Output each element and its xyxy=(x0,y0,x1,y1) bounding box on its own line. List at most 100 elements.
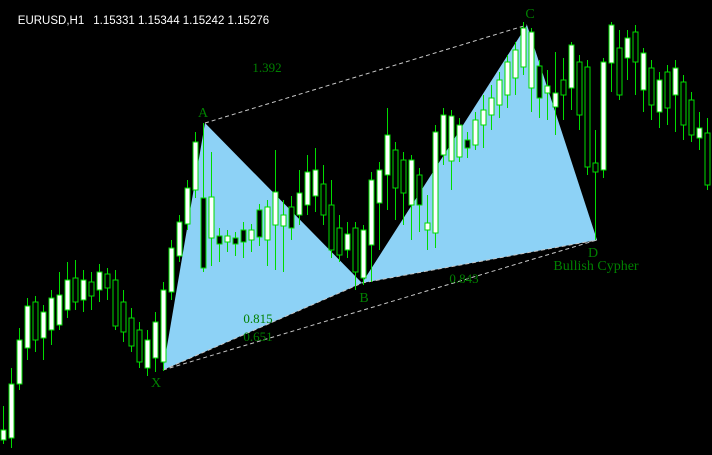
bull-candle-body xyxy=(296,192,303,216)
candlestick xyxy=(200,123,207,272)
bull-candle-body xyxy=(312,169,319,197)
candlestick xyxy=(96,264,103,302)
candlestick xyxy=(680,75,687,140)
candlestick xyxy=(288,196,295,240)
bear-candle-body xyxy=(616,47,623,96)
bear-candle-body xyxy=(392,149,399,189)
bull-candle-body xyxy=(16,339,23,385)
candlestick xyxy=(536,60,543,118)
candlestick xyxy=(656,72,663,128)
candlestick xyxy=(648,60,655,120)
bull-candle-body xyxy=(272,191,279,226)
bear-candle-body xyxy=(352,227,359,273)
candlestick xyxy=(704,118,711,190)
candlestick xyxy=(120,290,127,342)
candlestick xyxy=(32,296,39,352)
candlestick xyxy=(184,180,191,230)
bear-candle-body xyxy=(72,277,79,303)
candlestick xyxy=(496,72,503,118)
candlestick xyxy=(368,172,375,282)
candlestick xyxy=(104,268,111,300)
candlestick xyxy=(624,30,631,80)
bull-candle-body xyxy=(488,97,495,116)
candlestick xyxy=(416,168,423,232)
candlestick xyxy=(696,112,703,150)
candlestick xyxy=(568,42,575,110)
candlestick xyxy=(248,224,255,252)
candlestick xyxy=(128,308,135,352)
candlestick xyxy=(360,225,367,285)
bear-candle-body xyxy=(256,209,263,238)
bull-candle-body xyxy=(168,247,175,293)
ratio-line-ac xyxy=(204,24,528,124)
bull-candle-body xyxy=(520,27,527,68)
candlestick xyxy=(280,200,287,272)
candlestick xyxy=(224,230,231,252)
bull-candle-body xyxy=(672,67,679,96)
bear-candle-body xyxy=(32,301,39,341)
bear-candle-body xyxy=(680,81,687,126)
candlestick xyxy=(136,322,143,368)
candlestick xyxy=(344,222,351,258)
candlestick xyxy=(40,305,47,360)
bear-candle-body xyxy=(704,132,711,186)
bull-candle-body xyxy=(440,114,447,156)
candlestick xyxy=(400,152,407,225)
bull-candle-body xyxy=(192,141,199,191)
candlestick xyxy=(424,195,431,250)
bear-candle-body xyxy=(112,279,119,327)
point-label-d: D xyxy=(588,246,598,261)
candlestick xyxy=(64,262,71,318)
bull-candle-body xyxy=(432,131,439,234)
symbol-period-label: EURUSD,H1 xyxy=(17,15,85,27)
bull-candle-body xyxy=(448,115,455,162)
bull-candle-body xyxy=(376,169,383,204)
point-label-b: B xyxy=(359,291,368,306)
ratio-label-0.815: 0.815 xyxy=(243,311,272,326)
candlestick xyxy=(328,180,335,258)
bear-candle-body xyxy=(232,237,239,245)
candlestick xyxy=(272,150,279,270)
bull-candle-body xyxy=(624,37,631,59)
ratio-label-1.392: 1.392 xyxy=(252,60,281,75)
candlestick xyxy=(608,22,615,92)
bull-candle-body xyxy=(504,61,511,96)
candlestick xyxy=(408,155,415,240)
ohlc-quotes-label: 1.15331 1.15344 1.15242 1.15276 xyxy=(93,15,270,27)
bear-candle-body xyxy=(584,66,591,168)
bull-candle-body xyxy=(264,206,271,241)
candlestick xyxy=(664,65,671,125)
bull-candle-body xyxy=(96,271,103,291)
ratio-line-xb xyxy=(162,282,363,371)
candlestick xyxy=(632,25,639,95)
bull-candle-body xyxy=(696,127,703,139)
bear-candle-body xyxy=(416,174,423,206)
bull-candle-body xyxy=(360,229,367,279)
candlestick xyxy=(464,132,471,158)
bull-candle-body xyxy=(184,187,191,225)
candlestick xyxy=(600,58,607,178)
candlestick xyxy=(192,132,199,198)
bull-candle-body xyxy=(568,44,575,89)
candlestick xyxy=(48,290,55,345)
candlestick xyxy=(472,112,479,150)
point-label-c: C xyxy=(525,7,534,22)
bear-candle-body xyxy=(664,71,671,109)
ratio-label-0.843: 0.843 xyxy=(449,271,478,286)
bear-candle-body xyxy=(88,281,95,297)
bull-candle-body xyxy=(600,61,607,171)
candlestick xyxy=(440,108,447,165)
bull-candle-body xyxy=(40,311,47,339)
bull-candle-body xyxy=(304,171,311,206)
bull-candle-body xyxy=(456,124,463,158)
candlestick xyxy=(432,125,439,248)
candlestick xyxy=(392,142,399,220)
bull-candle-body xyxy=(160,289,167,363)
bear-candle-body xyxy=(688,99,695,136)
bear-candle-body xyxy=(128,317,135,347)
bear-candle-body xyxy=(576,61,583,116)
bull-candle-body xyxy=(0,429,7,441)
bull-candle-body xyxy=(496,79,503,106)
candlestick xyxy=(552,52,559,135)
